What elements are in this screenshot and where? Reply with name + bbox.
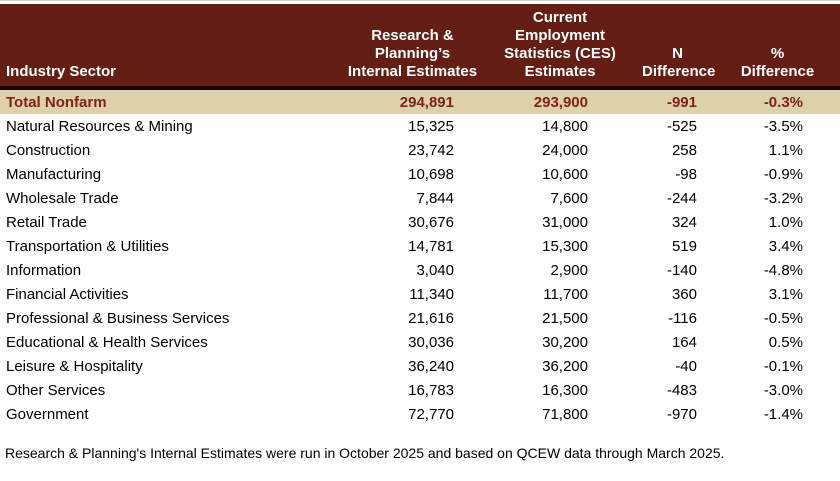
- cell-ces-estimate: 293,900: [480, 88, 640, 114]
- cell-rp-estimate: 10,698: [408, 165, 454, 183]
- cell-rp-estimate: 294,891: [345, 88, 480, 114]
- header-industry-sector: Industry Sector: [0, 4, 345, 90]
- table-row: Financial Activities 11,340 11,700 360 3…: [0, 282, 840, 306]
- cell-sector: Educational & Health Services: [6, 333, 208, 351]
- cell-sector: Manufacturing: [6, 165, 102, 183]
- cell-sector: Government: [6, 405, 89, 423]
- cell-n-difference: -970: [666, 405, 697, 423]
- cell-pct-difference: -3.2%: [763, 189, 803, 207]
- table-row-total-nonfarm: Total Nonfarm 294,891 293,900 -991 -0.3%: [0, 88, 840, 114]
- cell-n-difference: 360: [671, 285, 697, 303]
- estimates-comparison-table: Industry Sector Research & Planning’s In…: [0, 4, 840, 426]
- cell-pct-difference: 1.0%: [768, 213, 803, 231]
- cell-ces-estimate: 16,300: [542, 381, 588, 399]
- table-header: Industry Sector Research & Planning’s In…: [0, 4, 840, 90]
- cell-pct-difference: -0.9%: [763, 165, 803, 183]
- table-row: Natural Resources & Mining 15,325 14,800…: [0, 114, 840, 138]
- cell-ces-estimate: 24,000: [542, 141, 588, 159]
- table-row: Manufacturing 10,698 10,600 -98 -0.9%: [0, 162, 840, 186]
- table-row: Leisure & Hospitality 36,240 36,200 -40 …: [0, 354, 840, 378]
- table-row: Retail Trade 30,676 31,000 324 1.0%: [0, 210, 840, 234]
- cell-rp-estimate: 30,676: [408, 213, 454, 231]
- cell-rp-estimate: 21,616: [408, 309, 454, 327]
- cell-n-difference: -140: [666, 261, 697, 279]
- cell-ces-estimate: 15,300: [542, 237, 588, 255]
- cell-n-difference: 164: [671, 333, 697, 351]
- cell-sector: Information: [6, 261, 82, 279]
- table-row: Construction 23,742 24,000 258 1.1%: [0, 138, 840, 162]
- table-row: Government 72,770 71,800 -970 -1.4%: [0, 402, 840, 426]
- cell-ces-estimate: 11,700: [543, 285, 588, 303]
- cell-sector: Retail Trade: [6, 213, 87, 231]
- table-row: Wholesale Trade 7,844 7,600 -244 -3.2%: [0, 186, 840, 210]
- cell-n-difference: -525: [666, 117, 697, 135]
- cell-rp-estimate: 16,783: [408, 381, 454, 399]
- cell-sector: Wholesale Trade: [6, 189, 119, 207]
- header-rp-internal-estimates: Research & Planning’s Internal Estimates: [345, 4, 480, 90]
- cell-ces-estimate: 36,200: [542, 357, 588, 375]
- cell-sector: Total Nonfarm: [0, 88, 345, 114]
- table-row: Professional & Business Services 21,616 …: [0, 306, 840, 330]
- cell-rp-estimate: 7,844: [416, 189, 454, 207]
- cell-sector: Construction: [6, 141, 91, 159]
- cell-rp-estimate: 15,325: [408, 117, 454, 135]
- cell-rp-estimate: 11,340: [409, 285, 454, 303]
- cell-ces-estimate: 21,500: [542, 309, 588, 327]
- cell-pct-difference: -3.0%: [763, 381, 803, 399]
- table-body: Total Nonfarm 294,891 293,900 -991 -0.3%…: [0, 88, 840, 426]
- cell-rp-estimate: 14,781: [408, 237, 454, 255]
- cell-pct-difference: 3.1%: [768, 285, 803, 303]
- cell-ces-estimate: 10,600: [542, 165, 588, 183]
- cell-sector: Transportation & Utilities: [6, 237, 169, 255]
- cell-pct-difference: -1.4%: [763, 405, 803, 423]
- header-ces-estimates: Current Employment Statistics (CES) Esti…: [480, 4, 640, 90]
- cell-n-difference: -98: [675, 165, 697, 183]
- cell-rp-estimate: 72,770: [408, 405, 454, 423]
- table-row: Other Services 16,783 16,300 -483 -3.0%: [0, 378, 840, 402]
- footnote: Research & Planning's Internal Estimates…: [5, 445, 725, 461]
- table-row: Information 3,040 2,900 -140 -4.8%: [0, 258, 840, 282]
- header-row: Industry Sector Research & Planning’s In…: [0, 4, 840, 90]
- cell-rp-estimate: 23,742: [408, 141, 454, 159]
- cell-n-difference: 519: [671, 237, 697, 255]
- cell-n-difference: 324: [671, 213, 697, 231]
- table-row: Educational & Health Services 30,036 30,…: [0, 330, 840, 354]
- cell-ces-estimate: 30,200: [542, 333, 588, 351]
- top-divider: [0, 0, 840, 4]
- cell-pct-difference: -4.8%: [763, 261, 803, 279]
- cell-ces-estimate: 14,800: [542, 117, 588, 135]
- cell-ces-estimate: 31,000: [542, 213, 588, 231]
- cell-n-difference: -483: [666, 381, 697, 399]
- cell-n-difference: -991: [640, 88, 715, 114]
- header-pct-difference: % Difference: [715, 4, 840, 90]
- cell-pct-difference: -0.3%: [715, 88, 840, 114]
- header-n-difference: N Difference: [640, 4, 715, 90]
- cell-pct-difference: 0.5%: [768, 333, 803, 351]
- cell-pct-difference: -0.1%: [763, 357, 803, 375]
- cell-n-difference: -40: [675, 357, 697, 375]
- cell-sector: Professional & Business Services: [6, 309, 230, 327]
- cell-sector: Other Services: [6, 381, 106, 399]
- cell-rp-estimate: 30,036: [408, 333, 454, 351]
- cell-n-difference: 258: [671, 141, 697, 159]
- cell-pct-difference: -0.5%: [763, 309, 803, 327]
- cell-sector: Financial Activities: [6, 285, 129, 303]
- cell-sector: Leisure & Hospitality: [6, 357, 143, 375]
- table-row: Transportation & Utilities 14,781 15,300…: [0, 234, 840, 258]
- cell-rp-estimate: 3,040: [416, 261, 454, 279]
- cell-pct-difference: 1.1%: [768, 141, 803, 159]
- cell-pct-difference: -3.5%: [763, 117, 803, 135]
- cell-pct-difference: 3.4%: [768, 237, 803, 255]
- cell-ces-estimate: 7,600: [550, 189, 588, 207]
- cell-n-difference: -116: [668, 309, 697, 327]
- cell-n-difference: -244: [666, 189, 697, 207]
- cell-ces-estimate: 2,900: [550, 261, 588, 279]
- cell-sector: Natural Resources & Mining: [6, 117, 193, 135]
- cell-rp-estimate: 36,240: [408, 357, 454, 375]
- cell-ces-estimate: 71,800: [542, 405, 588, 423]
